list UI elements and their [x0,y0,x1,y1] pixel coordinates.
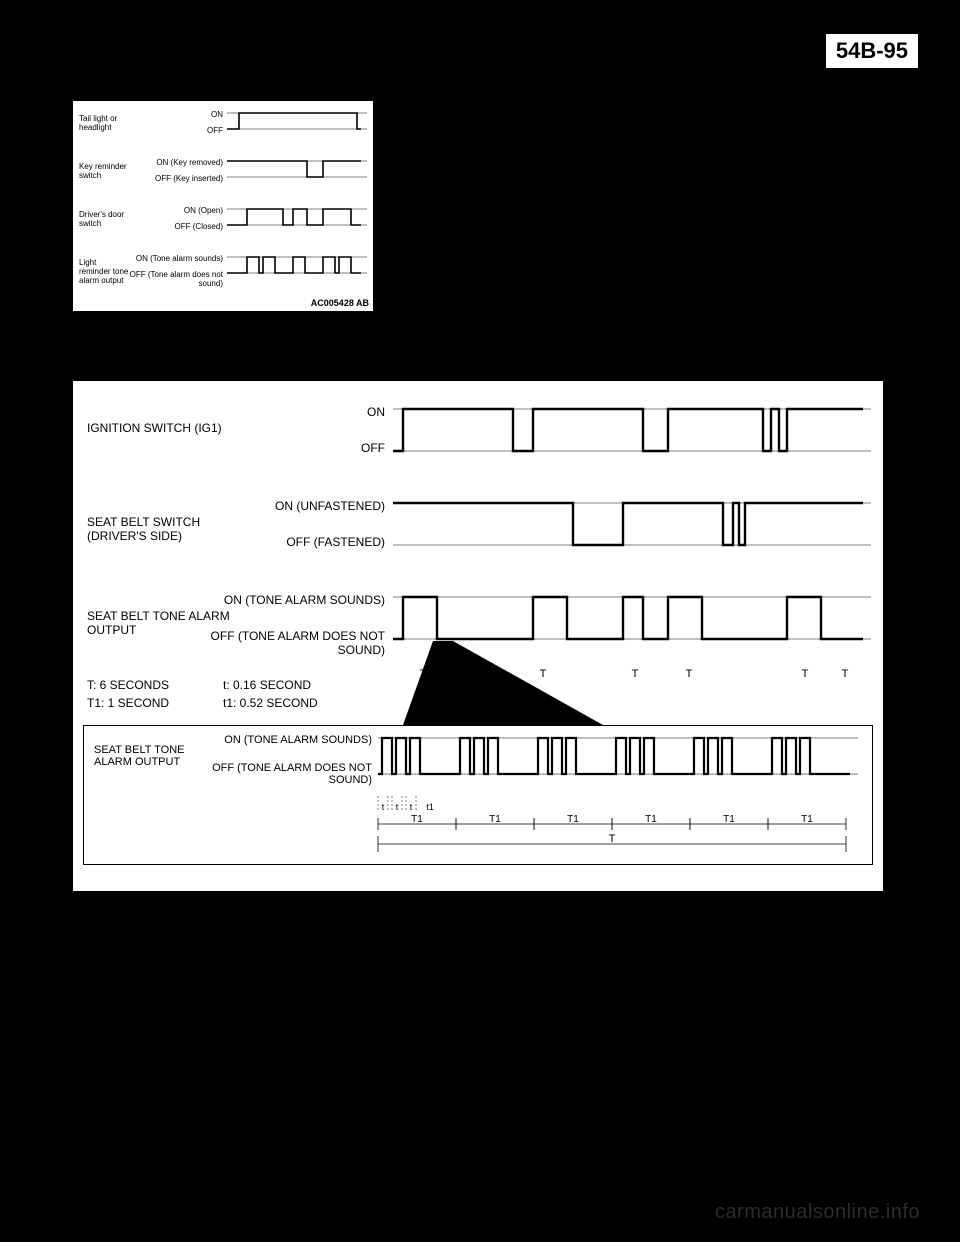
svg-text:T: T [686,668,693,680]
waveform [393,595,871,645]
t-legend: t: 0.16 SECOND [223,678,311,692]
off-label: OFF (Tone alarm does not sound) [129,271,223,289]
T1-legend: T1: 1 SECOND [87,696,169,710]
small-diagram-ref: AC005428 AB [311,299,369,309]
svg-text:T1: T1 [567,814,579,825]
svg-text:t1: t1 [426,802,434,812]
on-label: ON [185,405,385,419]
svg-text:T1: T1 [489,814,501,825]
small-signal-row: Light reminder tone alarm outputON (Tone… [79,255,367,299]
svg-text:T1: T1 [645,814,657,825]
on-label: ON (Open) [129,207,223,216]
off-label: OFF (FASTENED) [185,535,385,549]
small-signal-row: Driver's door switchON (Open) OFF (Closed… [79,207,367,251]
on-label: ON [129,111,223,120]
waveform [227,111,367,135]
svg-text:T: T [802,668,809,680]
signal-name: SEAT BELT TONE ALARM OUTPUT [94,744,204,768]
waveform [227,159,367,183]
svg-text:t: t [410,802,413,812]
on-label: ON (Key removed) [129,159,223,168]
svg-text:T: T [632,668,639,680]
svg-text:T: T [609,833,616,845]
watermark: carmanualsonline.info [715,1201,920,1224]
big-signal-row: IGNITION SWITCH (IG1) ON OFF [85,407,871,477]
on-label: ON (TONE ALARM SOUNDS) [185,593,385,607]
small-timing-diagram: Tail light or headlightON OFF Key reminder… [72,100,374,312]
on-label: ON (Tone alarm sounds) [129,255,223,264]
waveform [227,207,367,231]
page-number: 54B-95 [824,32,920,70]
on-label: ON (UNFASTENED) [185,499,385,513]
off-label: OFF (TONE ALARM DOES NOT SOUND) [202,762,372,786]
off-label: OFF [129,127,223,136]
zoom-indicator [403,641,613,731]
signal-name: Key reminder switch [79,163,129,181]
big-signal-row: SEAT BELT SWITCH (DRIVER'S SIDE)ON (UNFA… [85,501,871,571]
signal-name: Light reminder tone alarm output [79,259,129,285]
svg-text:t: t [396,802,399,812]
T-legend: T: 6 SECONDS [87,678,169,692]
svg-text:T: T [842,668,849,680]
svg-text:T1: T1 [411,814,423,825]
zoom-detail-box: SEAT BELT TONE ALARM OUTPUTON (TONE ALAR… [83,725,873,865]
small-signal-row: Key reminder switchON (Key removed) OFF (… [79,159,367,203]
small-signal-row: Tail light or headlightON OFF [79,111,367,155]
off-label: OFF (Key inserted) [129,175,223,184]
on-label: ON (TONE ALARM SOUNDS) [202,734,372,746]
signal-name: Driver's door switch [79,211,129,229]
svg-text:t: t [382,802,385,812]
off-label: OFF (TONE ALARM DOES NOT SOUND) [185,629,385,657]
t1-legend: t1: 0.52 SECOND [223,696,318,710]
svg-text:T1: T1 [723,814,735,825]
zoom-period-markers: tttt1T1T1T1T1T1T1T [374,796,864,860]
svg-text:T1: T1 [801,814,813,825]
big-diagram-ref: AC305326 AC [808,897,879,909]
off-label: OFF [185,441,385,455]
page-number-text: 54B-95 [836,38,908,63]
waveform [378,736,858,780]
big-timing-diagram: IGNITION SWITCH (IG1) ON OFF SEAT BELT SWIT… [72,380,884,892]
signal-name: Tail light or headlight [79,115,129,133]
waveform [227,255,367,279]
off-label: OFF (Closed) [129,223,223,232]
waveform [393,501,871,551]
signal-name: IGNITION SWITCH (IG1) [87,421,237,435]
waveform [393,407,871,457]
